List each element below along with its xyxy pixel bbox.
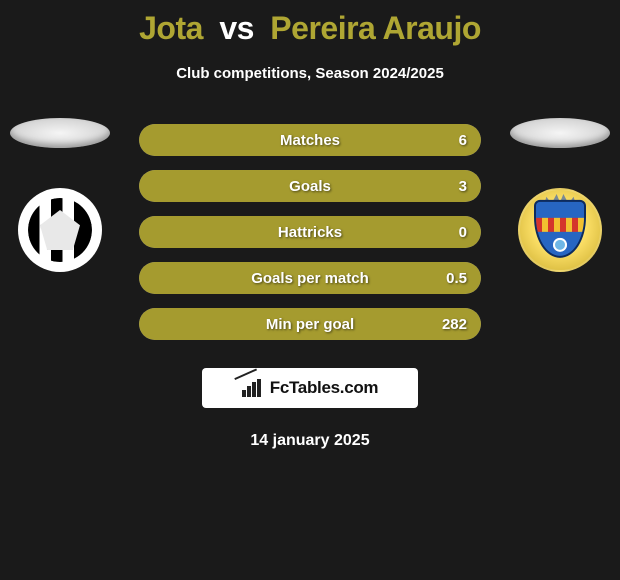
player-right-slot <box>510 118 610 326</box>
stat-value: 0.5 <box>446 270 467 287</box>
avatar-placeholder-left <box>10 118 110 148</box>
subtitle: Club competitions, Season 2024/2025 <box>0 65 620 82</box>
stat-value: 6 <box>459 132 467 149</box>
title-vs: vs <box>219 10 254 46</box>
stat-value: 0 <box>459 224 467 241</box>
stat-value: 282 <box>442 316 467 333</box>
page-title: Jota vs Pereira Araujo <box>0 0 620 47</box>
stat-label: Hattricks <box>278 224 342 241</box>
title-player2: Pereira Araujo <box>270 10 481 46</box>
stat-label: Goals per match <box>251 270 369 287</box>
title-player1: Jota <box>139 10 203 46</box>
branding-text: FcTables.com <box>270 378 379 398</box>
stat-row: Matches 6 <box>139 124 481 156</box>
branding-badge: FcTables.com <box>202 368 418 408</box>
bar-chart-icon <box>242 379 264 397</box>
stat-row: Hattricks 0 <box>139 216 481 248</box>
stat-row: Goals per match 0.5 <box>139 262 481 294</box>
stat-label: Min per goal <box>266 316 354 333</box>
player-left-slot <box>10 118 110 326</box>
stat-row: Min per goal 282 <box>139 308 481 340</box>
stat-label: Matches <box>280 132 340 149</box>
club-badge-left <box>18 188 102 272</box>
shield-icon <box>534 200 586 258</box>
stat-label: Goals <box>289 178 331 195</box>
avatar-placeholder-right <box>510 118 610 148</box>
stat-row: Goals 3 <box>139 170 481 202</box>
stat-value: 3 <box>459 178 467 195</box>
date-label: 14 january 2025 <box>0 432 620 450</box>
club-badge-right <box>518 188 602 272</box>
